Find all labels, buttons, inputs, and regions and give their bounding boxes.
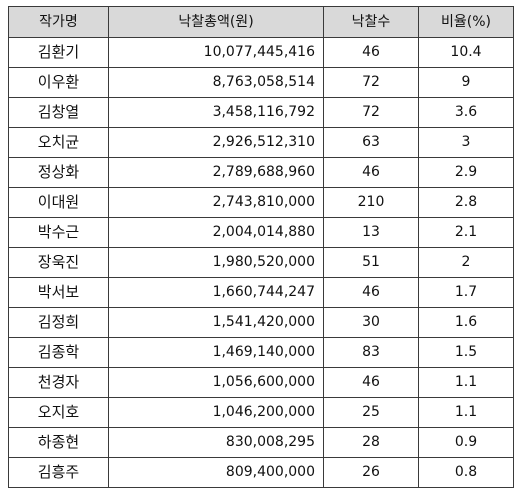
table-row: 오치균 2,926,512,310 63 3 <box>8 127 514 158</box>
cell-count: 63 <box>323 127 419 158</box>
cell-count: 72 <box>323 97 419 128</box>
cell-artist: 정상화 <box>8 157 109 188</box>
cell-artist: 박서보 <box>8 277 109 308</box>
cell-artist: 장욱진 <box>8 247 109 278</box>
table-body: 김환기 10,077,445,416 46 10.4 이우환 8,763,058… <box>8 37 514 488</box>
cell-total: 809,400,000 <box>108 457 324 488</box>
cell-ratio: 1.1 <box>418 367 514 398</box>
cell-count: 83 <box>323 337 419 368</box>
table-row: 오지호 1,046,200,000 25 1.1 <box>8 397 514 428</box>
table-row: 이대원 2,743,810,000 210 2.8 <box>8 187 514 218</box>
table-row: 김흥주 809,400,000 26 0.8 <box>8 457 514 488</box>
table-row: 박수근 2,004,014,880 13 2.1 <box>8 217 514 248</box>
header-ratio: 비율(%) <box>418 6 514 38</box>
cell-artist: 오지호 <box>8 397 109 428</box>
cell-ratio: 3.6 <box>418 97 514 128</box>
cell-total: 8,763,058,514 <box>108 67 324 98</box>
header-artist: 작가명 <box>8 6 109 38</box>
cell-total: 1,046,200,000 <box>108 397 324 428</box>
cell-total: 10,077,445,416 <box>108 37 324 68</box>
cell-artist: 오치균 <box>8 127 109 158</box>
cell-count: 210 <box>323 187 419 218</box>
table-header-row: 작가명 낙찰총액(원) 낙찰수 비율(%) <box>8 6 514 38</box>
cell-ratio: 2.9 <box>418 157 514 188</box>
table-row: 장욱진 1,980,520,000 51 2 <box>8 247 514 278</box>
cell-count: 13 <box>323 217 419 248</box>
cell-artist: 박수근 <box>8 217 109 248</box>
table-row: 천경자 1,056,600,000 46 1.1 <box>8 367 514 398</box>
cell-count: 26 <box>323 457 419 488</box>
cell-count: 28 <box>323 427 419 458</box>
cell-count: 46 <box>323 157 419 188</box>
auction-table-container: 작가명 낙찰총액(원) 낙찰수 비율(%) 김환기 10,077,445,416… <box>8 6 514 488</box>
cell-count: 30 <box>323 307 419 338</box>
cell-count: 51 <box>323 247 419 278</box>
table-row: 박서보 1,660,744,247 46 1.7 <box>8 277 514 308</box>
cell-ratio: 9 <box>418 67 514 98</box>
cell-total: 2,789,688,960 <box>108 157 324 188</box>
cell-artist: 천경자 <box>8 367 109 398</box>
table-row: 김정희 1,541,420,000 30 1.6 <box>8 307 514 338</box>
cell-total: 1,541,420,000 <box>108 307 324 338</box>
cell-ratio: 2.8 <box>418 187 514 218</box>
cell-ratio: 1.6 <box>418 307 514 338</box>
cell-artist: 이우환 <box>8 67 109 98</box>
cell-ratio: 1.7 <box>418 277 514 308</box>
cell-ratio: 0.8 <box>418 457 514 488</box>
cell-ratio: 1.1 <box>418 397 514 428</box>
cell-count: 46 <box>323 277 419 308</box>
cell-total: 2,743,810,000 <box>108 187 324 218</box>
cell-ratio: 0.9 <box>418 427 514 458</box>
cell-count: 46 <box>323 37 419 68</box>
cell-count: 72 <box>323 67 419 98</box>
table-row: 정상화 2,789,688,960 46 2.9 <box>8 157 514 188</box>
cell-total: 3,458,116,792 <box>108 97 324 128</box>
auction-results-table: 작가명 낙찰총액(원) 낙찰수 비율(%) 김환기 10,077,445,416… <box>8 6 514 488</box>
cell-total: 1,056,600,000 <box>108 367 324 398</box>
cell-ratio: 3 <box>418 127 514 158</box>
cell-artist: 김정희 <box>8 307 109 338</box>
cell-ratio: 2 <box>418 247 514 278</box>
cell-artist: 김흥주 <box>8 457 109 488</box>
cell-total: 1,469,140,000 <box>108 337 324 368</box>
cell-ratio: 10.4 <box>418 37 514 68</box>
table-row: 김환기 10,077,445,416 46 10.4 <box>8 37 514 68</box>
cell-artist: 하종현 <box>8 427 109 458</box>
cell-total: 1,980,520,000 <box>108 247 324 278</box>
cell-artist: 김창열 <box>8 97 109 128</box>
table-row: 김종학 1,469,140,000 83 1.5 <box>8 337 514 368</box>
header-total: 낙찰총액(원) <box>108 6 324 38</box>
cell-artist: 김환기 <box>8 37 109 68</box>
table-row: 이우환 8,763,058,514 72 9 <box>8 67 514 98</box>
table-row: 김창열 3,458,116,792 72 3.6 <box>8 97 514 128</box>
cell-total: 1,660,744,247 <box>108 277 324 308</box>
cell-artist: 김종학 <box>8 337 109 368</box>
table-row: 하종현 830,008,295 28 0.9 <box>8 427 514 458</box>
cell-artist: 이대원 <box>8 187 109 218</box>
cell-count: 25 <box>323 397 419 428</box>
header-count: 낙찰수 <box>323 6 419 38</box>
cell-total: 2,926,512,310 <box>108 127 324 158</box>
cell-count: 46 <box>323 367 419 398</box>
cell-ratio: 1.5 <box>418 337 514 368</box>
cell-ratio: 2.1 <box>418 217 514 248</box>
cell-total: 830,008,295 <box>108 427 324 458</box>
cell-total: 2,004,014,880 <box>108 217 324 248</box>
